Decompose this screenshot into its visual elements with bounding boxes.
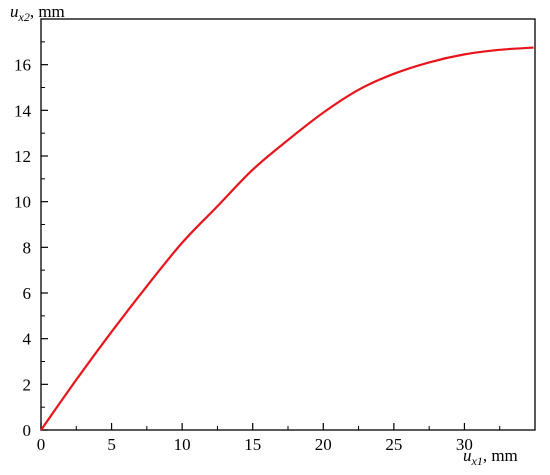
y-tick-label: 12 [14, 147, 31, 166]
ticks [40, 41, 501, 431]
y-tick-label: 2 [23, 375, 32, 394]
x-tick-label: 0 [37, 435, 46, 454]
x-axis-label: ux1, mm [463, 446, 518, 468]
x-tick-label: 30 [456, 435, 473, 454]
plot-frame [40, 18, 536, 431]
y-tick-label: 10 [14, 193, 31, 212]
series-line [40, 46, 534, 431]
y-tick-label: 14 [14, 101, 32, 120]
x-tick-label: 15 [244, 435, 261, 454]
y-tick-label: 8 [23, 238, 32, 257]
y-tick-label: 16 [14, 56, 31, 75]
y-tick-label: 4 [23, 330, 32, 349]
y-tick-label: 0 [23, 421, 32, 440]
x-tick-label: 25 [385, 435, 402, 454]
x-tick-label: 20 [315, 435, 332, 454]
y-tick-label: 6 [23, 284, 32, 303]
x-tick-label: 10 [174, 435, 191, 454]
x-tick-label: 5 [107, 435, 116, 454]
tick-labels: 0 5 10 15 20 25 30 0 2 4 6 8 10 12 14 16 [14, 56, 473, 454]
y-axis-label: ux2, mm [10, 2, 65, 24]
